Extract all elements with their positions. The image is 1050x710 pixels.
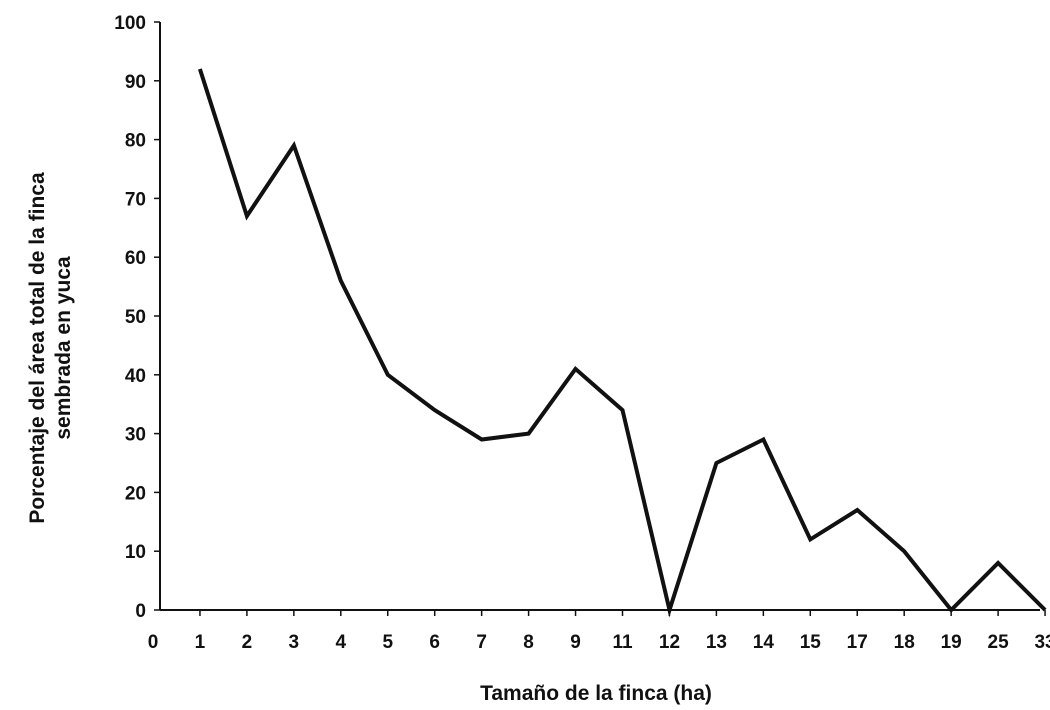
x-tick-label: 13 — [706, 632, 727, 653]
series-line — [197, 68, 1047, 618]
x-axis-label: Tamaño de la finca (ha) — [480, 682, 712, 705]
x-tick-label: 9 — [570, 632, 581, 653]
x-tick-label: 25 — [988, 632, 1010, 653]
x-tick-label: 19 — [941, 632, 962, 653]
x-tick-label: 2 — [242, 632, 253, 653]
y-tick-label: 10 — [125, 542, 146, 563]
x-tick-label: 14 — [753, 632, 775, 653]
x-tick-label: 33 — [1034, 632, 1050, 653]
y-tick-label: 0 — [135, 601, 146, 622]
x-ticks: 012345678911121314151718192533 — [148, 610, 1050, 653]
y-axis-label-line-2: sembrada en yuca — [52, 256, 75, 440]
y-ticks: 0 10 20 30 40 50 60 70 80 90 100 — [114, 13, 160, 622]
x-tick-label: 6 — [429, 632, 440, 653]
x-tick-label: 0 — [148, 632, 159, 653]
x-tick-label: 8 — [523, 632, 534, 653]
y-tick-label: 20 — [125, 483, 146, 504]
y-tick-label: 90 — [125, 72, 146, 93]
x-tick-label: 3 — [289, 632, 300, 653]
x-tick-label: 18 — [894, 632, 915, 653]
y-tick-label: 40 — [125, 366, 146, 387]
x-tick-label: 5 — [382, 632, 393, 653]
y-tick-label: 70 — [125, 189, 146, 210]
y-axis-label-line-1: Porcentaje del área total de la finca — [26, 172, 49, 524]
y-tick-label: 30 — [125, 425, 146, 446]
y-tick-label: 100 — [114, 13, 146, 34]
y-tick-label: 80 — [125, 131, 146, 152]
x-tick-label: 15 — [800, 632, 822, 653]
x-tick-label: 17 — [847, 632, 868, 653]
x-tick-label: 7 — [476, 632, 487, 653]
y-tick-label: 50 — [125, 307, 146, 328]
x-tick-label: 1 — [195, 632, 206, 653]
x-tick-label: 12 — [659, 632, 680, 653]
y-tick-label: 60 — [125, 248, 146, 269]
x-tick-label: 4 — [336, 632, 347, 653]
x-tick-label: 11 — [612, 632, 633, 653]
